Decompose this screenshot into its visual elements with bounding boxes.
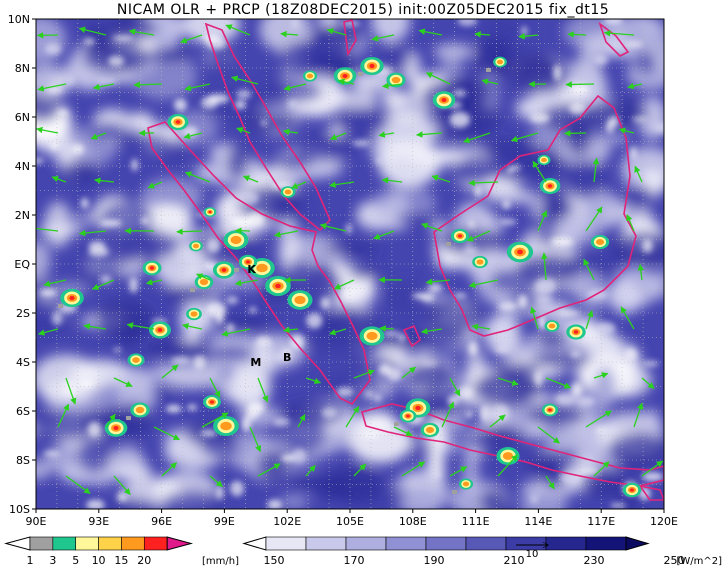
lat-tick-label: 4S: [16, 356, 30, 369]
place-label: M: [250, 356, 261, 369]
lon-tick-label: 120E: [650, 515, 678, 528]
java-outline: [361, 403, 664, 487]
precip-colorbar: 1 3 5 10 15 20 [mm/h]: [4, 536, 239, 567]
lat-tick-label: EQ: [14, 258, 30, 271]
olr-tick-label: 190: [424, 554, 445, 567]
olr-tick-label: 170: [344, 554, 365, 567]
lon-axis: 90E 93E 96E 99E 102E 105E 108E 111E 114E 117E 120E: [26, 509, 678, 528]
precip-tick-label: 1: [27, 554, 34, 567]
lon-tick-label: 111E: [462, 515, 490, 528]
place-label: B: [283, 351, 291, 364]
lat-axis: 10N 8N 6N 4N 2N EQ 2S 4S 6S 8S 10S: [8, 13, 36, 516]
precip-tick-label: 15: [114, 554, 128, 567]
lat-tick-label: 2N: [15, 209, 30, 222]
olr-colorbar: 150170190210230250270290[W/m^2]: [242, 536, 722, 567]
lon-tick-label: 90E: [26, 515, 47, 528]
reference-vector: 10: [516, 545, 548, 560]
lon-tick-label: 96E: [151, 515, 172, 528]
sumatra-outline: [147, 121, 371, 406]
lat-tick-label: 8S: [16, 454, 30, 467]
olr-tick-label: 250: [664, 554, 685, 567]
lat-tick-label: 4N: [15, 160, 30, 173]
lat-tick-label: 10S: [9, 503, 30, 516]
precip-unit: [mm/h]: [202, 556, 239, 567]
bali-outline: [638, 484, 664, 501]
olr-tick-label: 210: [504, 554, 525, 567]
wind-vectors: [36, 24, 664, 495]
lon-tick-label: 105E: [336, 515, 364, 528]
precip-tick-label: 3: [49, 554, 56, 567]
borneo-outline: [433, 94, 637, 337]
place-labels: K M B: [247, 263, 291, 369]
lat-tick-label: 10N: [8, 13, 30, 26]
lon-tick-label: 102E: [273, 515, 301, 528]
olr-tick-label: 150: [264, 554, 285, 567]
lon-tick-label: 93E: [88, 515, 109, 528]
precip-tick-label: 20: [137, 554, 151, 567]
lat-tick-label: 2S: [16, 307, 30, 320]
olr-unit: [W/m^2]: [676, 556, 722, 567]
lon-tick-label: 108E: [399, 515, 427, 528]
reference-vector-label: 10: [526, 549, 539, 560]
precip-cells: [58, 56, 642, 498]
place-label: K: [247, 263, 256, 276]
lat-tick-label: 6S: [16, 405, 30, 418]
lat-tick-label: 6N: [15, 111, 30, 124]
lon-tick-label: 114E: [524, 515, 552, 528]
bangka-outline: [402, 324, 421, 348]
lon-tick-label: 117E: [587, 515, 615, 528]
precip-tick-label: 5: [72, 554, 79, 567]
malay-peninsula-outline: [204, 22, 331, 232]
natuna-outline: [343, 19, 357, 57]
precip-tick-label: 10: [92, 554, 106, 567]
olr-tick-label: 230: [584, 554, 605, 567]
lat-tick-label: 8N: [15, 62, 30, 75]
lon-tick-label: 99E: [214, 515, 235, 528]
map-title: NICAM OLR + PRCP (18Z08DEC2015) init:00Z…: [116, 2, 610, 18]
